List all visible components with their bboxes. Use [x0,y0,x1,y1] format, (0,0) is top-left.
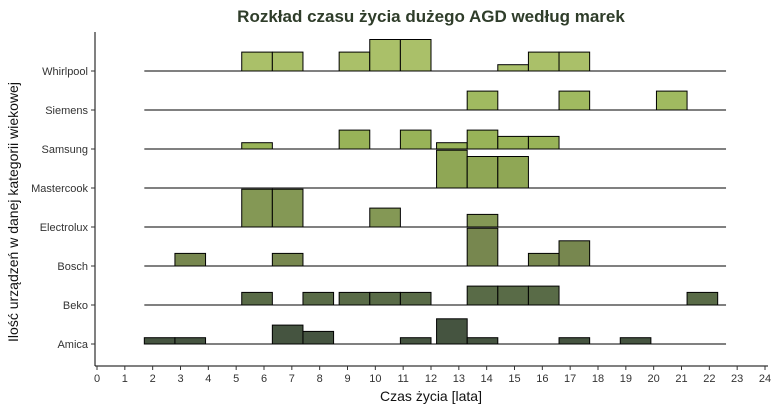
x-tick-label: 11 [397,373,408,385]
histogram-bar [369,207,401,228]
series-electrolux [144,188,727,228]
y-tick-label: Whirlpool [42,66,88,78]
histogram-bar [399,39,432,72]
x-tick-label: 3 [177,373,183,385]
histogram-bar [436,149,468,189]
histogram-bar [271,51,304,72]
histogram-bar [527,51,560,72]
x-tick-label: 9 [344,373,350,385]
histogram-bar [497,135,529,150]
x-tick-label: 2 [150,373,156,385]
x-tick-label: 17 [564,373,576,385]
histogram-bar [466,227,499,267]
histogram-bar [143,337,176,345]
histogram-bar [241,142,273,150]
histogram-bar [436,318,468,345]
series-amica [143,318,727,345]
histogram-bar [399,129,432,150]
histogram-bar [271,324,304,345]
histogram-bar [655,90,688,111]
histogram-bar [558,240,591,267]
x-tick-label: 1 [122,373,128,385]
x-tick-label: 22 [703,373,715,385]
histogram-bar [466,213,499,228]
histogram-bar [436,142,468,150]
x-tick-label: 15 [508,373,520,385]
x-tick-label: 16 [536,373,548,385]
series-layer [143,39,727,345]
y-tick-label: Samsung [42,144,88,156]
histogram-bar [241,291,273,306]
y-tick-label: Electrolux [40,222,89,234]
histogram-bar [466,337,499,345]
histogram-bar [527,285,560,306]
histogram-bar [271,188,304,228]
histogram-bar [558,51,591,72]
x-tick-label: 10 [369,373,381,385]
series-mastercook [144,149,727,189]
histogram-bar [686,291,719,306]
histogram-bar [338,129,371,150]
series-samsung [144,129,727,150]
histogram-bar [466,285,499,306]
histogram-bar [558,337,591,345]
y-tick-label: Bosch [57,261,88,273]
x-tick-label: 7 [289,373,295,385]
histogram-bar [497,64,529,72]
histogram-bar [399,337,432,345]
y-tick-label: Beko [63,300,88,312]
histogram-bar [338,291,371,306]
histogram-bar [466,156,499,189]
series-siemens [144,90,727,111]
histogram-bar [497,285,529,306]
x-tick-label: 8 [317,373,323,385]
histogram-bar [369,39,401,72]
x-tick-label: 4 [205,373,211,385]
x-tick-label: 21 [675,373,687,385]
y-tick-label: Amica [57,339,88,351]
histogram-bar [241,188,273,228]
histogram-bar [174,252,207,267]
chart-title: Rozkład czasu życia dużego AGD według ma… [237,7,625,26]
histogram-bar [527,252,560,267]
x-tick-label: 6 [261,373,267,385]
histogram-bar [271,252,304,267]
x-tick-label: 20 [648,373,660,385]
histogram-bar [399,291,432,306]
y-tick-label: Siemens [45,105,88,117]
x-tick-label: 5 [233,373,239,385]
histogram-bar [302,291,335,306]
histogram-bar [619,337,652,345]
histogram-bar [466,90,499,111]
x-tick-label: 18 [592,373,604,385]
y-axis-title: Ilość urządzeń w danej kategorii wiekowe… [5,82,21,342]
x-tick-label: 23 [731,373,743,385]
x-axis-title: Czas życia [lata] [380,388,482,404]
axes-layer: Amica Beko Bosch Electrolux Mastercook Samsun… [31,32,771,385]
histogram-bar [466,129,499,150]
x-tick-label: 14 [481,373,493,385]
histogram-bar [527,135,560,150]
x-tick-label: 24 [759,373,771,385]
x-tick-label: 19 [620,373,632,385]
histogram-bar [241,51,273,72]
series-bosch [144,227,727,267]
x-tick-label: 12 [425,373,437,385]
histogram-bar [369,291,401,306]
histogram-bar [302,330,335,345]
histogram-bar [497,156,529,189]
histogram-bar [558,90,591,111]
y-tick-label: Mastercook [31,183,88,195]
series-whirlpool [144,39,727,72]
histogram-bar [338,51,371,72]
histogram-bar [174,337,207,345]
x-tick-label: 13 [453,373,465,385]
x-tick-label: 0 [94,373,100,385]
series-beko [144,285,727,306]
